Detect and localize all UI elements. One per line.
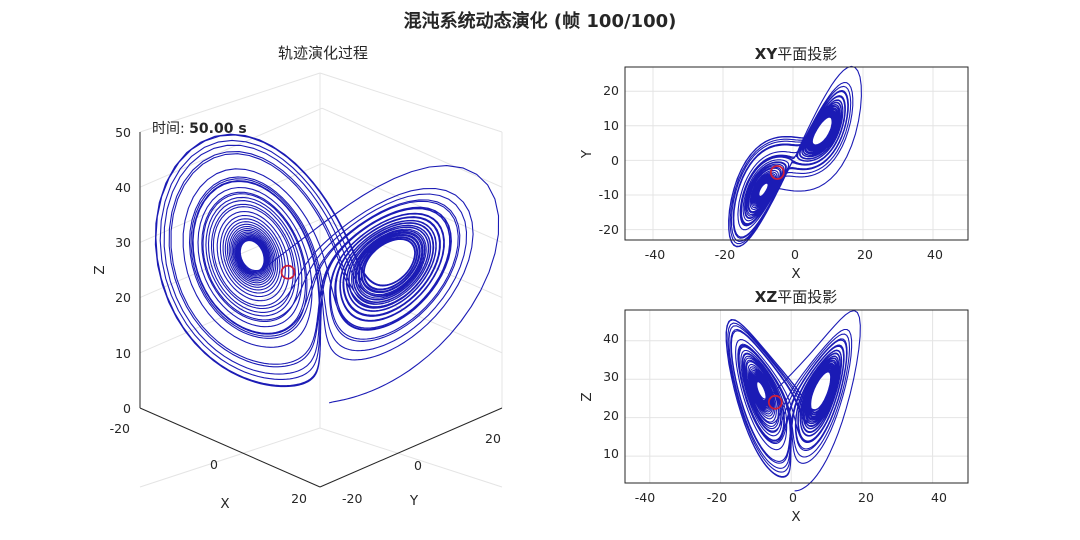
xz-x-tick-20: 20 (858, 490, 874, 505)
xz-z-tick-30: 30 (603, 369, 619, 384)
xy-x-tick-40: 40 (927, 247, 943, 262)
x-axis-label-3d: X (220, 496, 229, 512)
current-point-marker-xy (769, 165, 785, 180)
xy-x-axis-label: X (791, 266, 800, 282)
z-tick-50: 50 (115, 125, 131, 140)
xy-y-tick-20: 20 (603, 83, 619, 98)
z-axis-label: Z (92, 265, 108, 274)
trajectory-3d-panel: 轨迹演化过程 0 10 20 30 40 50 - (92, 44, 503, 512)
xy-y-tick-neg10: -10 (599, 187, 619, 202)
current-point-marker-3d (280, 264, 296, 280)
x-tick-neg20: -20 (110, 421, 130, 436)
xz-x-tick-40: 40 (931, 490, 947, 505)
xy-axes-frame (624, 66, 969, 241)
xy-x-tick-labels: -40 -20 0 20 40 (645, 247, 943, 262)
y-tick-0: 0 (414, 458, 422, 473)
xz-title-bold: XZ (755, 288, 778, 306)
xy-projection-title: XY平面投影 (755, 45, 837, 63)
floor-grid-1 (139, 427, 321, 488)
xy-y-tick-labels: 20 10 0 -10 -20 (599, 83, 619, 237)
x-axis-line (139, 407, 321, 488)
xz-projection-panel: XZ平面投影 -40 -20 0 20 40 40 30 20 10 X Z (579, 288, 969, 525)
xz-title-rest: 平面投影 (777, 288, 837, 306)
x-tick-20: 20 (291, 491, 307, 506)
z-grid-right-30 (321, 162, 503, 243)
main-title: 混沌系统动态演化 (帧 100/100) (404, 10, 677, 32)
xz-y-tick-labels: 40 30 20 10 (603, 331, 619, 461)
trajectory-3d-line (154, 133, 500, 404)
xz-x-tick-labels: -40 -20 0 20 40 (635, 490, 947, 505)
z-tick-labels: 0 10 20 30 40 50 (115, 125, 131, 416)
xy-y-tick-0: 0 (611, 153, 619, 168)
z-grid-right-40 (321, 107, 503, 188)
z-tick-10: 10 (115, 346, 131, 361)
xy-x-tick-neg40: -40 (645, 247, 665, 262)
floor-grid-2 (319, 427, 503, 488)
xy-x-tick-20: 20 (857, 247, 873, 262)
xz-x-tick-0: 0 (789, 490, 797, 505)
time-annotation: 时间: 50.00 s (152, 121, 247, 137)
y-tick-labels-3d: -20 0 20 (342, 431, 501, 506)
z-tick-30: 30 (115, 235, 131, 250)
y-tick-neg20: -20 (342, 491, 362, 506)
xy-x-tick-0: 0 (791, 247, 799, 262)
z-tick-20: 20 (115, 290, 131, 305)
xy-x-tick-neg20: -20 (715, 247, 735, 262)
y-axis-label-3d: Y (409, 493, 419, 509)
xy-gridlines (625, 67, 968, 240)
trajectory-3d-axes (139, 132, 503, 488)
z-tick-0: 0 (123, 401, 131, 416)
xy-y-axis-label: Y (579, 149, 595, 159)
trajectory-3d-title: 轨迹演化过程 (278, 44, 368, 62)
xy-title-bold: XY (755, 45, 779, 63)
xy-trajectory-line (728, 65, 862, 248)
xz-axes-frame (624, 309, 969, 484)
y-axis-line (319, 407, 503, 488)
x-tick-labels-3d: -20 0 20 (110, 421, 307, 506)
xz-x-axis-label: X (791, 509, 800, 525)
xz-z-tick-10: 10 (603, 446, 619, 461)
xy-y-tick-10: 10 (603, 118, 619, 133)
xz-projection-title: XZ平面投影 (755, 288, 837, 306)
xz-z-tick-20: 20 (603, 408, 619, 423)
y-tick-20: 20 (485, 431, 501, 446)
xy-title-rest: 平面投影 (777, 45, 837, 63)
current-point-marker-xz (767, 394, 783, 410)
xz-z-tick-40: 40 (603, 331, 619, 346)
xy-y-tick-neg20: -20 (599, 222, 619, 237)
time-annotation-value: 50.00 s (189, 121, 247, 137)
z-tick-40: 40 (115, 180, 131, 195)
x-tick-0: 0 (210, 457, 218, 472)
xz-z-axis-label: Z (579, 392, 595, 401)
xz-x-tick-neg20: -20 (707, 490, 727, 505)
time-annotation-prefix: 时间: (152, 121, 189, 137)
xz-x-tick-neg40: -40 (635, 490, 655, 505)
xz-trajectory-line (725, 310, 861, 492)
xy-projection-panel: XY平面投影 -40 -20 0 20 40 20 10 0 -10 -20 X… (579, 45, 969, 282)
